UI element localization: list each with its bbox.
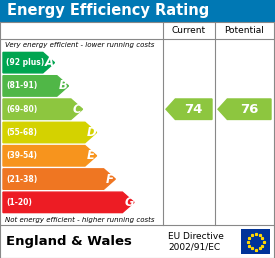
Text: Not energy efficient - higher running costs: Not energy efficient - higher running co…: [5, 216, 155, 223]
Text: F: F: [106, 173, 114, 186]
Polygon shape: [3, 122, 97, 143]
Text: (55-68): (55-68): [6, 128, 37, 137]
Text: C: C: [73, 103, 82, 116]
Text: (69-80): (69-80): [6, 105, 37, 114]
Polygon shape: [3, 169, 115, 189]
Bar: [0, 0, 275, 22]
Text: A: A: [45, 56, 54, 69]
Polygon shape: [166, 99, 212, 119]
Bar: [0, 225, 275, 258]
Text: E: E: [87, 149, 95, 162]
Bar: [241, 229, 270, 254]
Text: G: G: [124, 196, 134, 209]
Text: D: D: [87, 126, 97, 139]
Polygon shape: [3, 192, 134, 213]
Text: 76: 76: [240, 103, 258, 116]
Text: Current: Current: [172, 26, 206, 35]
Text: (21-38): (21-38): [6, 175, 37, 184]
Polygon shape: [3, 146, 97, 166]
Text: England & Wales: England & Wales: [6, 235, 132, 248]
Text: Energy Efficiency Rating: Energy Efficiency Rating: [7, 4, 209, 19]
Text: Potential: Potential: [225, 26, 265, 35]
Text: (81-91): (81-91): [6, 82, 37, 90]
Text: Very energy efficient - lower running costs: Very energy efficient - lower running co…: [5, 42, 154, 48]
Text: (92 plus): (92 plus): [6, 58, 44, 67]
Polygon shape: [3, 52, 54, 73]
Text: (1-20): (1-20): [6, 198, 32, 207]
Text: B: B: [59, 79, 68, 92]
Text: (39-54): (39-54): [6, 151, 37, 160]
Text: EU Directive: EU Directive: [168, 232, 224, 241]
Text: 74: 74: [185, 103, 203, 116]
Polygon shape: [3, 99, 82, 119]
Polygon shape: [218, 99, 271, 119]
Polygon shape: [3, 76, 68, 96]
Text: 2002/91/EC: 2002/91/EC: [168, 242, 220, 251]
